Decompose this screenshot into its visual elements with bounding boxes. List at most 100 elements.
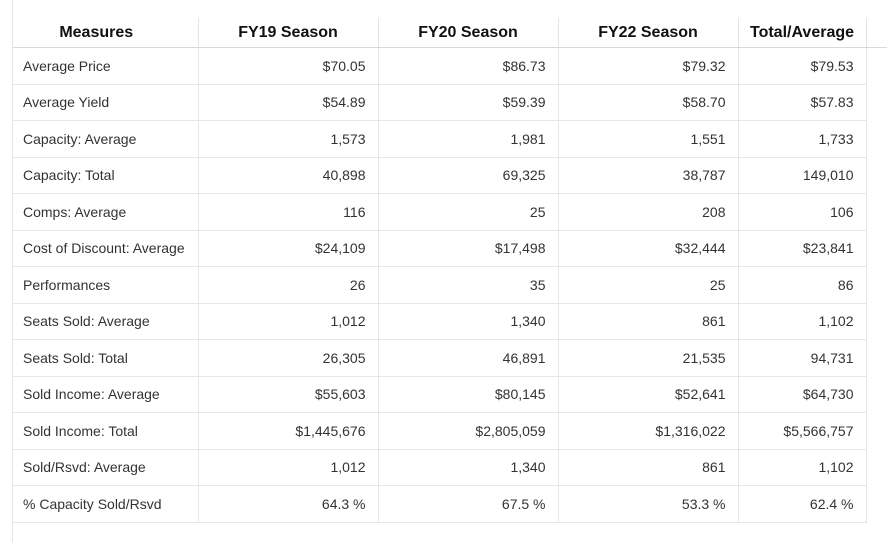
value-cell[interactable]: 861 — [558, 449, 739, 486]
measure-label[interactable]: Average Price — [13, 47, 199, 85]
value-cell[interactable]: $17,498 — [378, 230, 559, 267]
value-cell[interactable]: 1,551 — [558, 120, 739, 158]
value-cell[interactable]: 149,010 — [738, 157, 867, 194]
value-cell[interactable]: $79.53 — [738, 47, 867, 85]
value-cell[interactable]: 861 — [558, 303, 739, 340]
value-cell[interactable]: 35 — [378, 266, 559, 304]
value-cell[interactable]: $58.70 — [558, 84, 739, 121]
value-cell[interactable]: 21,535 — [558, 339, 739, 377]
table-row: % Capacity Sold/Rsvd 64.3 % 67.5 % 53.3 % 62… — [13, 485, 887, 523]
value-cell[interactable]: $86.73 — [378, 47, 559, 85]
value-cell[interactable]: 62.4 % — [738, 485, 867, 523]
table-row: Capacity: Average 1,573 1,981 1,551 1,733 — [13, 120, 887, 158]
table-row: Sold Income: Total $1,445,676 $2,805,059 $1… — [13, 412, 887, 450]
row-spacer — [866, 84, 887, 121]
column-header-fy20[interactable]: FY20 Season — [378, 18, 559, 48]
row-spacer — [866, 376, 887, 413]
value-cell[interactable]: $64,730 — [738, 376, 867, 413]
row-spacer — [866, 48, 887, 85]
table-row: Comps: Average 116 25 208 106 — [13, 193, 887, 231]
value-cell[interactable]: 94,731 — [738, 339, 867, 377]
measure-label[interactable]: Capacity: Total — [13, 157, 199, 194]
row-spacer — [866, 121, 887, 158]
value-cell[interactable]: 86 — [738, 266, 867, 304]
row-spacer — [866, 449, 887, 486]
value-cell[interactable]: 67.5 % — [378, 485, 559, 523]
value-cell[interactable]: 26,305 — [198, 339, 379, 377]
value-cell[interactable]: $55,603 — [198, 376, 379, 413]
value-cell[interactable]: $32,444 — [558, 230, 739, 267]
value-cell[interactable]: 1,012 — [198, 303, 379, 340]
value-cell[interactable]: 1,340 — [378, 449, 559, 486]
measure-label[interactable]: Sold Income: Total — [13, 412, 199, 450]
value-cell[interactable]: 40,898 — [198, 157, 379, 194]
row-spacer — [866, 340, 887, 377]
measure-label[interactable]: Capacity: Average — [13, 120, 199, 158]
measure-label[interactable]: Seats Sold: Total — [13, 339, 199, 377]
table-visual: Measures FY19 Season FY20 Season FY22 Se… — [12, 0, 887, 542]
value-cell[interactable]: $79.32 — [558, 47, 739, 85]
value-cell[interactable]: $57.83 — [738, 84, 867, 121]
value-cell[interactable]: 38,787 — [558, 157, 739, 194]
row-spacer — [866, 267, 887, 304]
value-cell[interactable]: 1,733 — [738, 120, 867, 158]
value-cell[interactable]: $54.89 — [198, 84, 379, 121]
value-cell[interactable]: $80,145 — [378, 376, 559, 413]
header-row: Measures FY19 Season FY20 Season FY22 Se… — [13, 18, 887, 48]
value-cell[interactable]: 208 — [558, 193, 739, 231]
row-spacer — [866, 194, 887, 231]
value-cell[interactable]: $2,805,059 — [378, 412, 559, 450]
value-cell[interactable]: 25 — [558, 266, 739, 304]
table-row: Capacity: Total 40,898 69,325 38,787 149,010 — [13, 157, 887, 194]
table-body: Average Price $70.05 $86.73 $79.32 $79.53 Ave… — [13, 47, 887, 523]
column-header-fy19[interactable]: FY19 Season — [198, 18, 379, 48]
measure-label[interactable]: Average Yield — [13, 84, 199, 121]
value-cell[interactable]: 106 — [738, 193, 867, 231]
measure-label[interactable]: Seats Sold: Average — [13, 303, 199, 340]
table-row: Sold/Rsvd: Average 1,012 1,340 861 1,102 — [13, 449, 887, 486]
table-row: Seats Sold: Total 26,305 46,891 21,535 94,73… — [13, 339, 887, 377]
value-cell[interactable]: 1,340 — [378, 303, 559, 340]
measure-label[interactable]: Sold Income: Average — [13, 376, 199, 413]
row-spacer — [866, 303, 887, 340]
value-cell[interactable]: 1,102 — [738, 449, 867, 486]
value-cell[interactable]: $59.39 — [378, 84, 559, 121]
column-header-total[interactable]: Total/Average — [738, 18, 867, 48]
table-row: Cost of Discount: Average $24,109 $17,498 $… — [13, 230, 887, 267]
measure-label[interactable]: Comps: Average — [13, 193, 199, 231]
row-spacer — [866, 486, 887, 523]
value-cell[interactable]: 53.3 % — [558, 485, 739, 523]
value-cell[interactable]: $1,445,676 — [198, 412, 379, 450]
value-cell[interactable]: 26 — [198, 266, 379, 304]
value-cell[interactable]: 1,981 — [378, 120, 559, 158]
value-cell[interactable]: 46,891 — [378, 339, 559, 377]
measure-label[interactable]: Performances — [13, 266, 199, 304]
value-cell[interactable]: 25 — [378, 193, 559, 231]
value-cell[interactable]: $24,109 — [198, 230, 379, 267]
value-cell[interactable]: $23,841 — [738, 230, 867, 267]
table-row: Average Price $70.05 $86.73 $79.32 $79.53 — [13, 47, 887, 85]
table-row: Seats Sold: Average 1,012 1,340 861 1,102 — [13, 303, 887, 340]
measure-label[interactable]: Sold/Rsvd: Average — [13, 449, 199, 486]
measure-label[interactable]: Cost of Discount: Average — [13, 230, 199, 267]
column-header-measures[interactable]: Measures — [13, 18, 199, 48]
value-cell[interactable]: 64.3 % — [198, 485, 379, 523]
value-cell[interactable]: $70.05 — [198, 47, 379, 85]
header-spacer — [866, 18, 887, 48]
value-cell[interactable]: 69,325 — [378, 157, 559, 194]
value-cell[interactable]: 1,012 — [198, 449, 379, 486]
value-cell[interactable]: 1,573 — [198, 120, 379, 158]
value-cell[interactable]: 116 — [198, 193, 379, 231]
row-spacer — [866, 157, 887, 194]
table-row: Performances 26 35 25 86 — [13, 266, 887, 304]
table-row: Sold Income: Average $55,603 $80,145 $52,64… — [13, 376, 887, 413]
row-spacer — [866, 413, 887, 450]
value-cell[interactable]: 1,102 — [738, 303, 867, 340]
measure-label[interactable]: % Capacity Sold/Rsvd — [13, 485, 199, 523]
column-header-fy22[interactable]: FY22 Season — [558, 18, 739, 48]
table-row: Average Yield $54.89 $59.39 $58.70 $57.83 — [13, 84, 887, 121]
row-spacer — [866, 230, 887, 267]
value-cell[interactable]: $52,641 — [558, 376, 739, 413]
value-cell[interactable]: $1,316,022 — [558, 412, 739, 450]
value-cell[interactable]: $5,566,757 — [738, 412, 867, 450]
